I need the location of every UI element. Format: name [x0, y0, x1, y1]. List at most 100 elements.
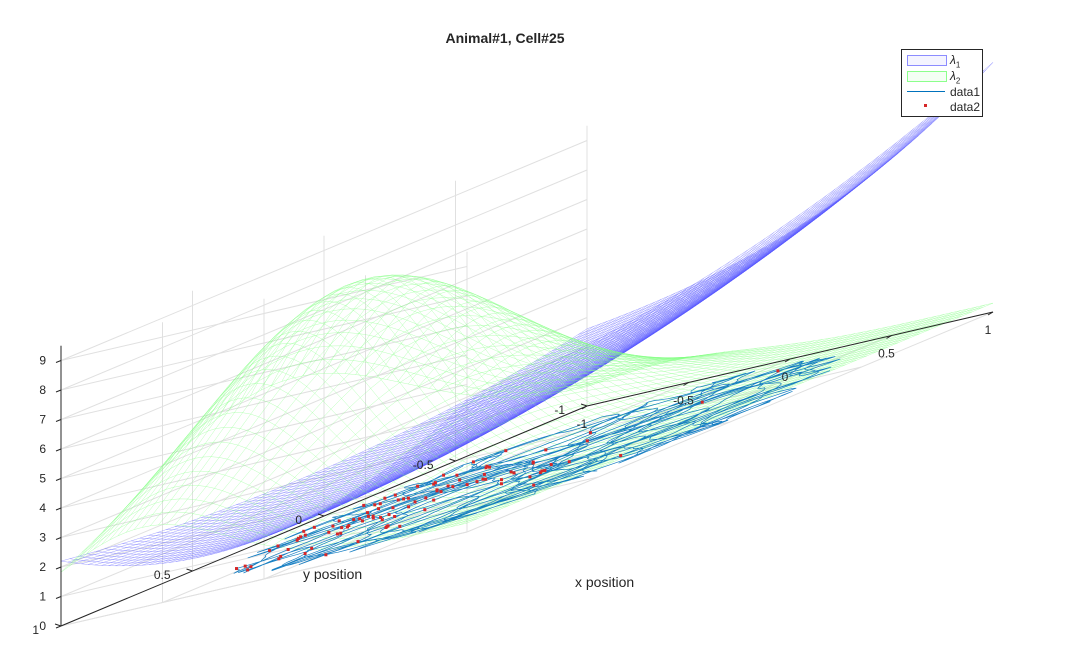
spike-marker [377, 507, 381, 511]
lambda1-mesh-line [412, 116, 940, 449]
lambda1-mesh-line [439, 90, 967, 427]
spike-marker [356, 540, 360, 544]
spike-marker [286, 547, 290, 551]
spike-marker [424, 496, 428, 500]
grid-line [60, 287, 588, 509]
spike-marker [362, 503, 366, 507]
legend-label-lambda1-sub: 1 [955, 60, 961, 70]
grid-line [60, 266, 468, 361]
spike-marker [499, 478, 503, 482]
lambda2-mesh-line [288, 340, 815, 549]
lambda2-mesh-line [304, 337, 831, 550]
spike-marker [276, 544, 280, 548]
spike-marker [243, 564, 247, 568]
spike-marker [303, 552, 307, 556]
spike-marker [407, 505, 411, 509]
spike-marker [366, 511, 370, 515]
lambda2-mesh-line [197, 342, 604, 484]
spike-marker [544, 448, 548, 452]
lambda2-mesh-line [218, 319, 625, 475]
legend-item-lambda2: λ2 [902, 69, 982, 86]
x-tick-mark [987, 311, 994, 316]
spike-marker [451, 485, 455, 489]
lambda2-mesh-line [466, 302, 994, 524]
spike-marker [531, 460, 535, 464]
spike-marker [504, 449, 508, 453]
chart-title: Animal#1, Cell#25 [445, 30, 565, 46]
spike-marker [371, 516, 375, 520]
lambda1-mesh-line [87, 389, 494, 558]
lambda2-mesh-line [296, 339, 823, 550]
x-tick-label: -0.5 [673, 394, 694, 408]
z-tick-mark [55, 419, 62, 422]
legend-label-lambda2: λ [950, 69, 956, 83]
spike-marker [279, 554, 283, 558]
spike-marker [268, 549, 272, 553]
lambda1-mesh-line [406, 123, 933, 455]
legend[interactable]: λ1 λ2 data1 data2 [901, 49, 983, 117]
spike-marker [509, 470, 513, 474]
lambda2-mesh-line [165, 383, 573, 498]
data1-swatch [907, 91, 945, 92]
grid-line [60, 169, 588, 391]
grid-line [60, 295, 468, 391]
z-tick-label: 6 [39, 442, 46, 456]
z-tick-label: 8 [39, 383, 46, 397]
lambda1-mesh-line [419, 110, 946, 444]
y-tick-label: 1 [32, 623, 39, 637]
lambda2-mesh-line [281, 278, 688, 448]
spike-marker [413, 500, 417, 504]
lambda2-mesh-line [208, 330, 615, 479]
z-tick-mark [55, 448, 62, 452]
spike-marker [549, 463, 553, 467]
spike-marker [299, 535, 303, 539]
spike-marker [393, 493, 397, 497]
spike-marker [416, 484, 420, 488]
spike-marker [482, 472, 486, 476]
spike-marker [385, 525, 389, 529]
lambda2-mesh-line [134, 427, 541, 513]
spike-marker [435, 489, 439, 493]
spike-marker [512, 471, 516, 475]
spike-marker [246, 568, 250, 572]
lambda2-mesh-line [426, 312, 953, 533]
axes [54, 311, 994, 629]
lambda2-mesh-line [123, 441, 531, 518]
z-tick-label: 1 [39, 590, 46, 604]
lambda2-swatch [907, 71, 947, 82]
spike-marker [324, 553, 328, 557]
spike-marker [700, 400, 704, 404]
spike-marker [432, 498, 436, 502]
spike-marker [485, 464, 489, 468]
lambda2-mesh-line [81, 498, 489, 553]
spike-marker [471, 460, 475, 464]
y-tick-label: -1 [554, 403, 565, 417]
lambda2-mesh-line [323, 275, 731, 431]
x-tick-mark [683, 382, 689, 386]
spike-marker [528, 475, 532, 479]
legend-label-lambda2-sub: 2 [955, 76, 961, 86]
y-tick-mark [580, 403, 588, 407]
spike-marker [458, 478, 462, 482]
spike-marker [296, 536, 300, 540]
lambda2-mesh-line [302, 274, 710, 439]
lambda2-mesh-line [142, 275, 669, 528]
spike-marker [585, 439, 589, 443]
legend-label-lambda1: λ [950, 53, 956, 67]
z-tick-label: 4 [39, 501, 46, 515]
grid-line [60, 531, 468, 627]
lambda1-mesh-line [460, 69, 987, 408]
lambda1-mesh-line [60, 401, 468, 567]
z-tick-mark [55, 537, 62, 540]
y-tick-mark [186, 568, 193, 572]
lambda1-mesh-line [466, 62, 994, 402]
spike-marker [302, 529, 306, 533]
spike-marker [499, 482, 503, 486]
z-tick-mark [55, 596, 62, 599]
lambda1-mesh-line [433, 97, 960, 433]
spike-marker [383, 496, 387, 500]
spike-marker [235, 567, 239, 571]
z-tick-label: 2 [39, 560, 46, 574]
spike-marker [439, 490, 443, 494]
